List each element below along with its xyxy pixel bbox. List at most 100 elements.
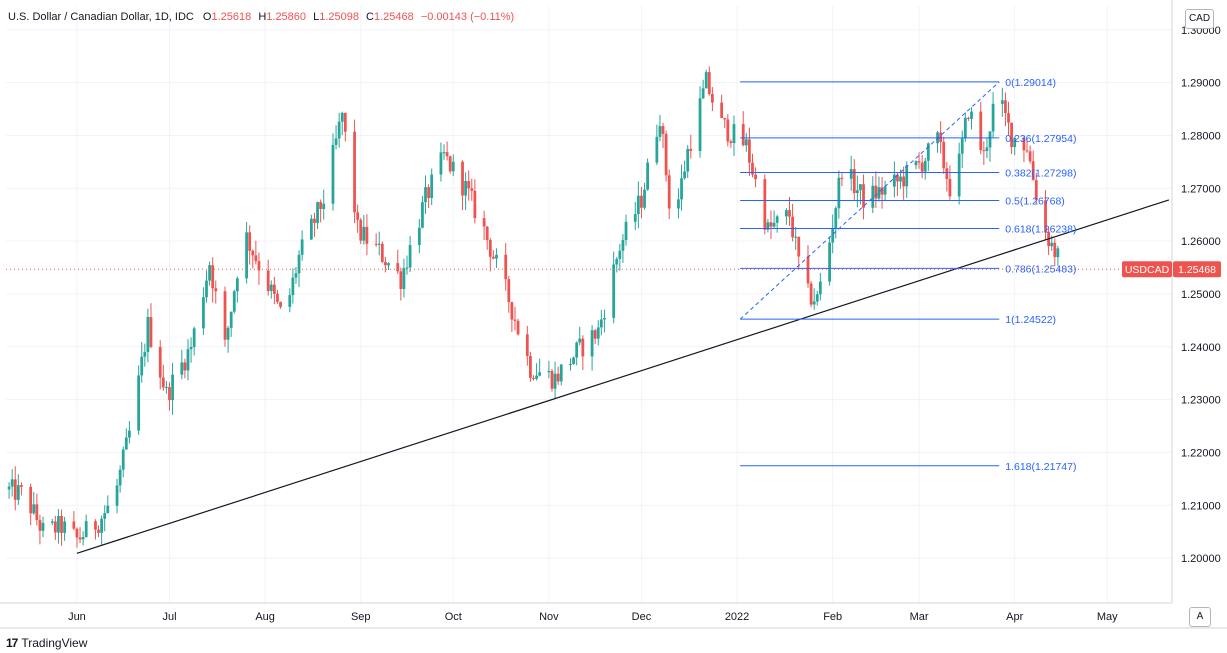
candle-body <box>137 375 141 431</box>
candle-body <box>248 232 252 251</box>
candle-body <box>168 387 171 401</box>
candle-body <box>1050 242 1054 247</box>
candle-body <box>615 258 619 265</box>
candle-body <box>855 190 859 194</box>
candle-body <box>97 529 100 533</box>
candle-body <box>720 102 724 118</box>
candle-body <box>751 162 754 175</box>
x-tick-label: Mar <box>910 611 929 623</box>
candle-body <box>430 174 434 199</box>
candle-body <box>387 263 390 266</box>
candle-body <box>1004 100 1007 114</box>
candle-body <box>646 162 649 190</box>
candle-body <box>905 165 909 187</box>
candle-body <box>205 280 208 298</box>
candle-body <box>353 131 356 213</box>
candle-body <box>815 294 819 302</box>
candle-body <box>272 284 276 294</box>
candle-body <box>945 168 949 179</box>
candle-body <box>917 161 921 163</box>
candle-body <box>279 301 282 307</box>
candle-body <box>121 449 125 470</box>
y-tick-label: 1.23000 <box>1181 395 1221 407</box>
candle-body <box>852 169 856 194</box>
candle-body <box>794 236 798 238</box>
candle-body <box>837 177 841 209</box>
candle-body <box>202 297 205 329</box>
currency-button[interactable]: CAD <box>1185 9 1214 29</box>
candle-body <box>655 136 659 163</box>
candle-body <box>871 185 875 208</box>
candle-body <box>424 187 427 203</box>
trendline[interactable] <box>76 199 1170 554</box>
candle-body <box>849 169 853 179</box>
x-tick-label: Nov <box>539 611 559 623</box>
candle-body <box>229 311 233 328</box>
candle-body <box>553 373 557 389</box>
candle-body <box>883 186 887 195</box>
candle-body <box>343 112 347 132</box>
fib-level-label: 0.786(1.25483) <box>1005 263 1076 275</box>
candle-body <box>991 103 995 132</box>
candle-body <box>106 505 110 514</box>
candle-body <box>581 338 585 357</box>
candle-body <box>359 219 363 241</box>
candle-body <box>599 319 603 328</box>
candle-body <box>223 291 227 340</box>
fib-level-label: 0.382(1.27298) <box>1005 168 1076 180</box>
candle-body <box>300 239 304 255</box>
candle-body <box>269 284 273 291</box>
candle-body <box>704 72 708 89</box>
candle-body <box>618 250 622 259</box>
y-axis-labels: 1.300001.290001.280001.270001.260001.250… <box>1181 25 1221 565</box>
tradingview-brand[interactable]: 17 TradingView <box>6 636 87 650</box>
candle-body <box>806 256 810 284</box>
candle-body <box>729 141 733 144</box>
candle-body <box>35 504 39 521</box>
candle-body <box>578 338 582 343</box>
candle-body <box>402 268 406 289</box>
candle-body <box>967 117 970 119</box>
candle-body <box>192 328 196 348</box>
candle-body <box>127 430 131 438</box>
fibonacci-retracement[interactable]: 0(1.29014) 0.236(1.27954) 0.382(1.27298) 0.… <box>739 77 1076 473</box>
candle-body <box>982 150 986 152</box>
high-label: H <box>258 11 267 23</box>
fib-level-label: 1.618(1.21747) <box>1005 461 1076 473</box>
candle-body <box>812 301 816 305</box>
candle-body <box>214 288 218 292</box>
candle-body <box>532 377 535 379</box>
candle-body <box>744 139 748 146</box>
candle-body <box>1000 100 1004 104</box>
candle-body <box>633 214 637 222</box>
candle-body <box>640 195 643 208</box>
low-label: L <box>313 11 320 23</box>
trendline-segment <box>76 199 1170 554</box>
candle-body <box>707 72 711 94</box>
candle-body <box>235 278 239 292</box>
candle-body <box>399 271 403 289</box>
candle-body <box>979 111 983 151</box>
low-value: 1.25098 <box>319 11 359 23</box>
candle-body <box>902 176 906 187</box>
candle-body <box>769 222 773 227</box>
candle-body <box>146 317 150 353</box>
candle-body <box>276 293 279 302</box>
price-tag-text: 1.25468 <box>1178 264 1216 276</box>
candle-body <box>732 124 736 144</box>
candle-body <box>535 375 538 379</box>
candle-body <box>569 364 572 366</box>
auto-scale-button[interactable]: A <box>1189 607 1211 627</box>
candle-body <box>914 161 918 166</box>
candle-body <box>245 232 248 279</box>
candle-body <box>513 319 517 321</box>
candle-body <box>100 518 104 533</box>
candle-body <box>636 195 640 215</box>
candle-body <box>405 267 409 269</box>
candle-body <box>766 222 770 230</box>
candle-body <box>661 126 665 134</box>
candle-body <box>547 370 551 373</box>
candle-body <box>473 190 477 219</box>
candle-body <box>374 243 378 245</box>
